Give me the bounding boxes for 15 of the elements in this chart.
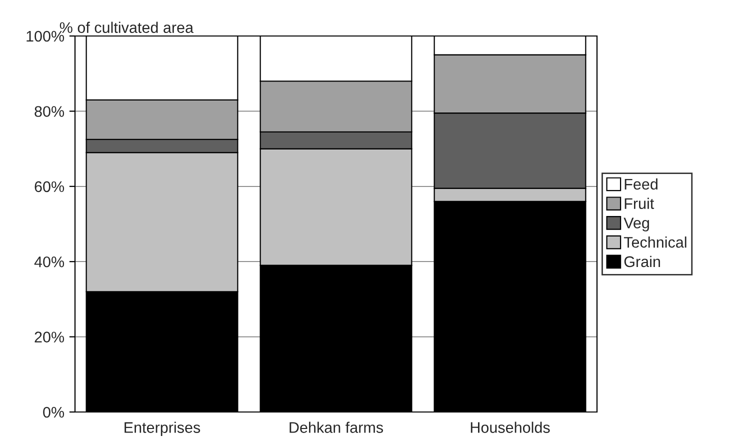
- y-tick-label: 0%: [43, 406, 64, 418]
- legend-label: Fruit: [624, 198, 654, 210]
- legend-label: Feed: [624, 178, 658, 190]
- y-tick-label: 80%: [34, 106, 64, 117]
- x-tick-label: Households: [470, 422, 550, 433]
- y-tick-label: 40%: [34, 256, 64, 268]
- y-tick-label: 100%: [26, 30, 64, 42]
- legend-label: Technical: [624, 236, 686, 248]
- y-axis-title: % of cultivated area: [60, 22, 194, 33]
- y-tick-label: 60%: [34, 181, 64, 192]
- x-tick-label: Enterprises: [124, 422, 200, 436]
- legend-label: Veg: [624, 218, 649, 232]
- legend-label: Grain: [624, 256, 660, 268]
- y-tick-label: 20%: [34, 332, 64, 342]
- x-tick-label: Dehkan farms: [290, 422, 383, 433]
